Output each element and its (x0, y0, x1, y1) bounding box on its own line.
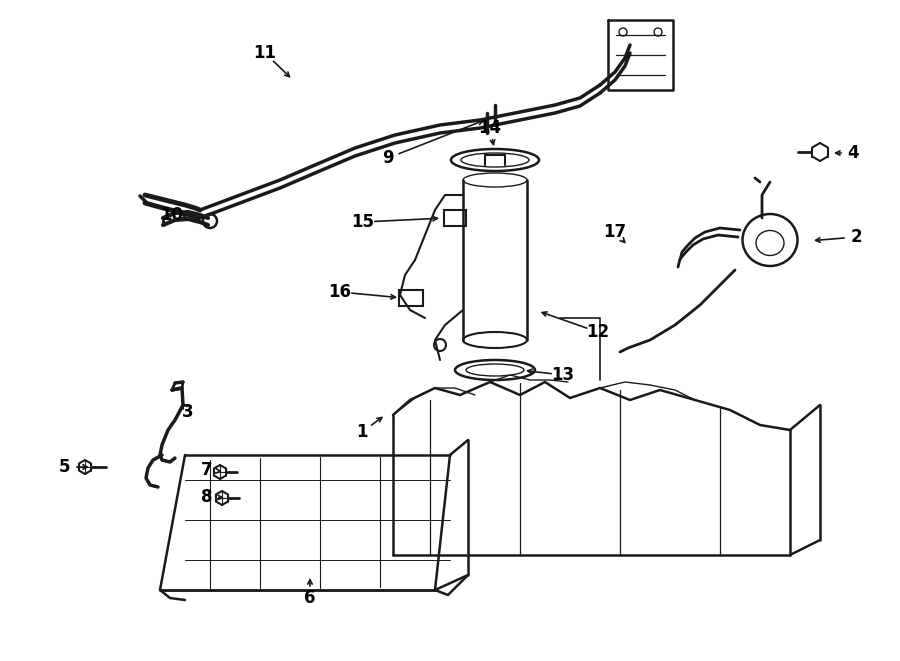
Text: 2: 2 (850, 228, 862, 246)
Text: 9: 9 (382, 149, 394, 167)
Text: 14: 14 (479, 119, 501, 137)
Text: 13: 13 (552, 366, 574, 384)
Text: 16: 16 (328, 283, 352, 301)
Text: 4: 4 (847, 144, 859, 162)
Text: 12: 12 (587, 323, 609, 341)
Text: 1: 1 (356, 423, 368, 441)
Text: 7: 7 (202, 461, 212, 479)
Text: 15: 15 (352, 213, 374, 231)
Text: 3: 3 (182, 403, 194, 421)
Text: 17: 17 (603, 223, 626, 241)
Text: 8: 8 (202, 488, 212, 506)
Text: 11: 11 (254, 44, 276, 62)
Text: 6: 6 (304, 589, 316, 607)
Text: 5: 5 (59, 458, 71, 476)
Text: 10: 10 (160, 206, 184, 224)
